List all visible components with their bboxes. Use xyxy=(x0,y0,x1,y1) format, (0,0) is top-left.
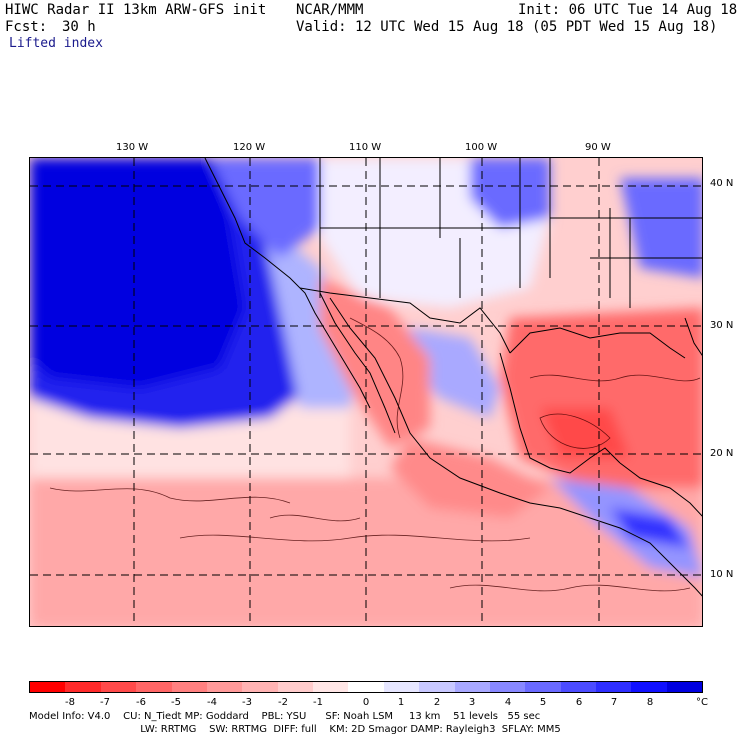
lon-label: 130 W xyxy=(116,142,149,153)
lat-label: 10 N xyxy=(710,569,734,580)
init-time: Init: 06 UTC Tue 14 Aug 18 xyxy=(518,2,738,18)
colorbar-swatch xyxy=(666,682,703,692)
lon-label: 100 W xyxy=(465,142,498,153)
colorbar-tick: -8 xyxy=(65,697,75,708)
model-info-line1: Model Info: V4.0 CU: N_Tiedt MP: Goddard… xyxy=(29,711,541,722)
colorbar-swatch xyxy=(383,682,420,692)
colorbar-swatch xyxy=(242,682,278,692)
colorbar-swatch xyxy=(348,682,384,692)
colorbar-tick: -4 xyxy=(207,697,217,708)
org-label: NCAR/MMM xyxy=(296,2,364,18)
contour-lines xyxy=(49,317,701,592)
colorbar-swatch xyxy=(525,682,561,692)
fcst-value: 30 h xyxy=(62,19,96,35)
colorbar-tick: -7 xyxy=(100,697,110,708)
colorbar-swatch xyxy=(206,682,243,692)
colorbar-tick: 8 xyxy=(646,697,654,708)
colorbar-tick: -6 xyxy=(136,697,146,708)
colorbar-swatch xyxy=(171,682,207,692)
lon-label: 90 W xyxy=(585,142,611,153)
lat-lon-grid xyxy=(30,158,702,626)
colorbar-tick: 7 xyxy=(610,697,618,708)
colorbar-tick: 1 xyxy=(397,697,405,708)
colorbar-swatch xyxy=(631,682,667,692)
colorbar xyxy=(29,681,703,693)
map-canvas xyxy=(30,158,702,626)
lat-label: 40 N xyxy=(710,178,734,189)
colorbar-swatch xyxy=(489,682,526,692)
colorbar-tick: -2 xyxy=(278,697,288,708)
lon-label: 120 W xyxy=(233,142,266,153)
colorbar-tick: 2 xyxy=(433,697,441,708)
colorbar-swatch xyxy=(277,682,313,692)
colorbar-swatch xyxy=(30,682,66,692)
lat-label: 20 N xyxy=(710,448,734,459)
colorbar-tick: 4 xyxy=(504,697,512,708)
coastlines xyxy=(204,158,702,597)
lon-label: 110 W xyxy=(349,142,382,153)
colorbar-swatch xyxy=(65,682,101,692)
colorbar-swatch xyxy=(454,682,490,692)
colorbar-tick: 6 xyxy=(575,697,583,708)
lat-label: 30 N xyxy=(710,320,734,331)
colorbar-swatch xyxy=(596,682,632,692)
fcst-label: Fcst: xyxy=(5,19,48,35)
title-left: HIWC Radar II 13km ARW-GFS init xyxy=(5,2,267,18)
colorbar-swatch xyxy=(136,682,172,692)
colorbar-swatch xyxy=(100,682,137,692)
model-info-line2: LW: RRTMG SW: RRTMG DIFF: full KM: 2D Sm… xyxy=(29,724,561,735)
colorbar-swatch xyxy=(419,682,455,692)
field-label: Lifted index xyxy=(9,36,103,51)
colorbar-tick: -1 xyxy=(313,697,323,708)
colorbar-swatch xyxy=(313,682,349,692)
colorbar-tick: 3 xyxy=(468,697,476,708)
colorbar-tick: -3 xyxy=(242,697,252,708)
valid-time: Valid: 12 UTC Wed 15 Aug 18 (05 PDT Wed … xyxy=(296,19,718,35)
colorbar-tick: 5 xyxy=(539,697,547,708)
colorbar-tick: -5 xyxy=(171,697,181,708)
lifted-index-map xyxy=(29,157,703,627)
colorbar-tick: 0 xyxy=(362,697,370,708)
colorbar-unit: °C xyxy=(696,697,708,708)
colorbar-swatch xyxy=(560,682,596,692)
